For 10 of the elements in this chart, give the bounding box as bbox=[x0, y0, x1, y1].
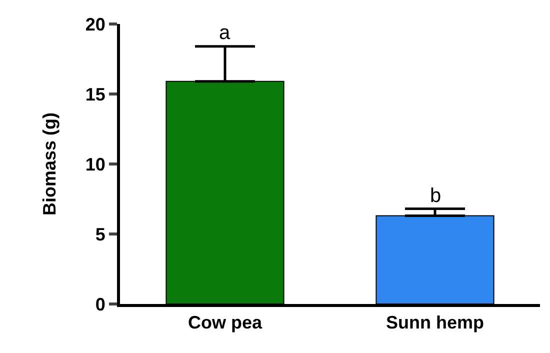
y-axis-title: Biomass (g) bbox=[40, 112, 60, 216]
y-tick-label: 15 bbox=[85, 84, 106, 104]
annotation: b bbox=[430, 185, 442, 207]
y-tick-label: 5 bbox=[95, 224, 106, 244]
y-tick-label: 20 bbox=[85, 14, 106, 34]
x-tick-label: Sunn hemp bbox=[386, 312, 484, 333]
annotation: a bbox=[219, 22, 231, 44]
x-tick-label: Cow pea bbox=[188, 312, 263, 333]
y-tick-label: 0 bbox=[95, 294, 106, 314]
y-tick-label: 10 bbox=[85, 154, 106, 174]
